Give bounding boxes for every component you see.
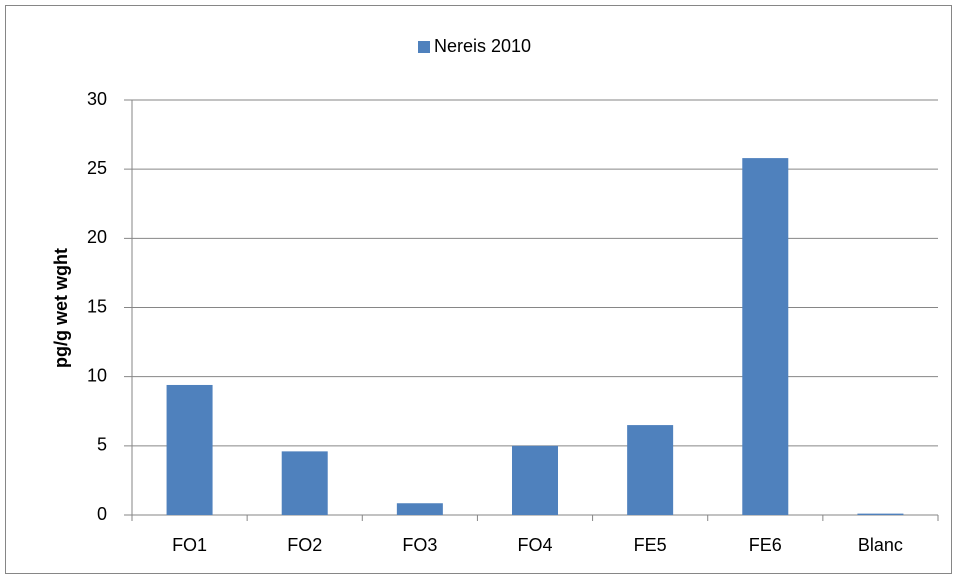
- y-tick-label: 0: [97, 504, 107, 524]
- legend-swatch: [418, 41, 430, 53]
- y-tick-label: 20: [87, 227, 107, 247]
- bar: [281, 451, 328, 515]
- bar: [512, 445, 558, 515]
- bar: [627, 425, 674, 515]
- y-tick-label: 30: [87, 89, 107, 109]
- y-tick-label: 15: [87, 296, 107, 316]
- legend-label: Nereis 2010: [434, 36, 531, 56]
- y-tick-label: 5: [97, 435, 107, 455]
- x-tick-label: FO3: [402, 535, 437, 555]
- bar: [166, 384, 213, 515]
- y-axis-label: pg/g wet wght: [51, 248, 71, 368]
- x-tick-label: Blanc: [858, 535, 903, 555]
- bar: [742, 158, 789, 515]
- bar: [396, 503, 443, 515]
- x-tick-label: FE5: [634, 535, 667, 555]
- x-tick-label: FO2: [287, 535, 322, 555]
- x-tick-label: FO1: [172, 535, 207, 555]
- y-tick-label: 25: [87, 158, 107, 178]
- bar: [857, 513, 904, 515]
- chart-border: [5, 5, 952, 574]
- y-tick-label: 10: [87, 365, 107, 385]
- x-tick-label: FE6: [749, 535, 782, 555]
- x-tick-label: FO4: [517, 535, 552, 555]
